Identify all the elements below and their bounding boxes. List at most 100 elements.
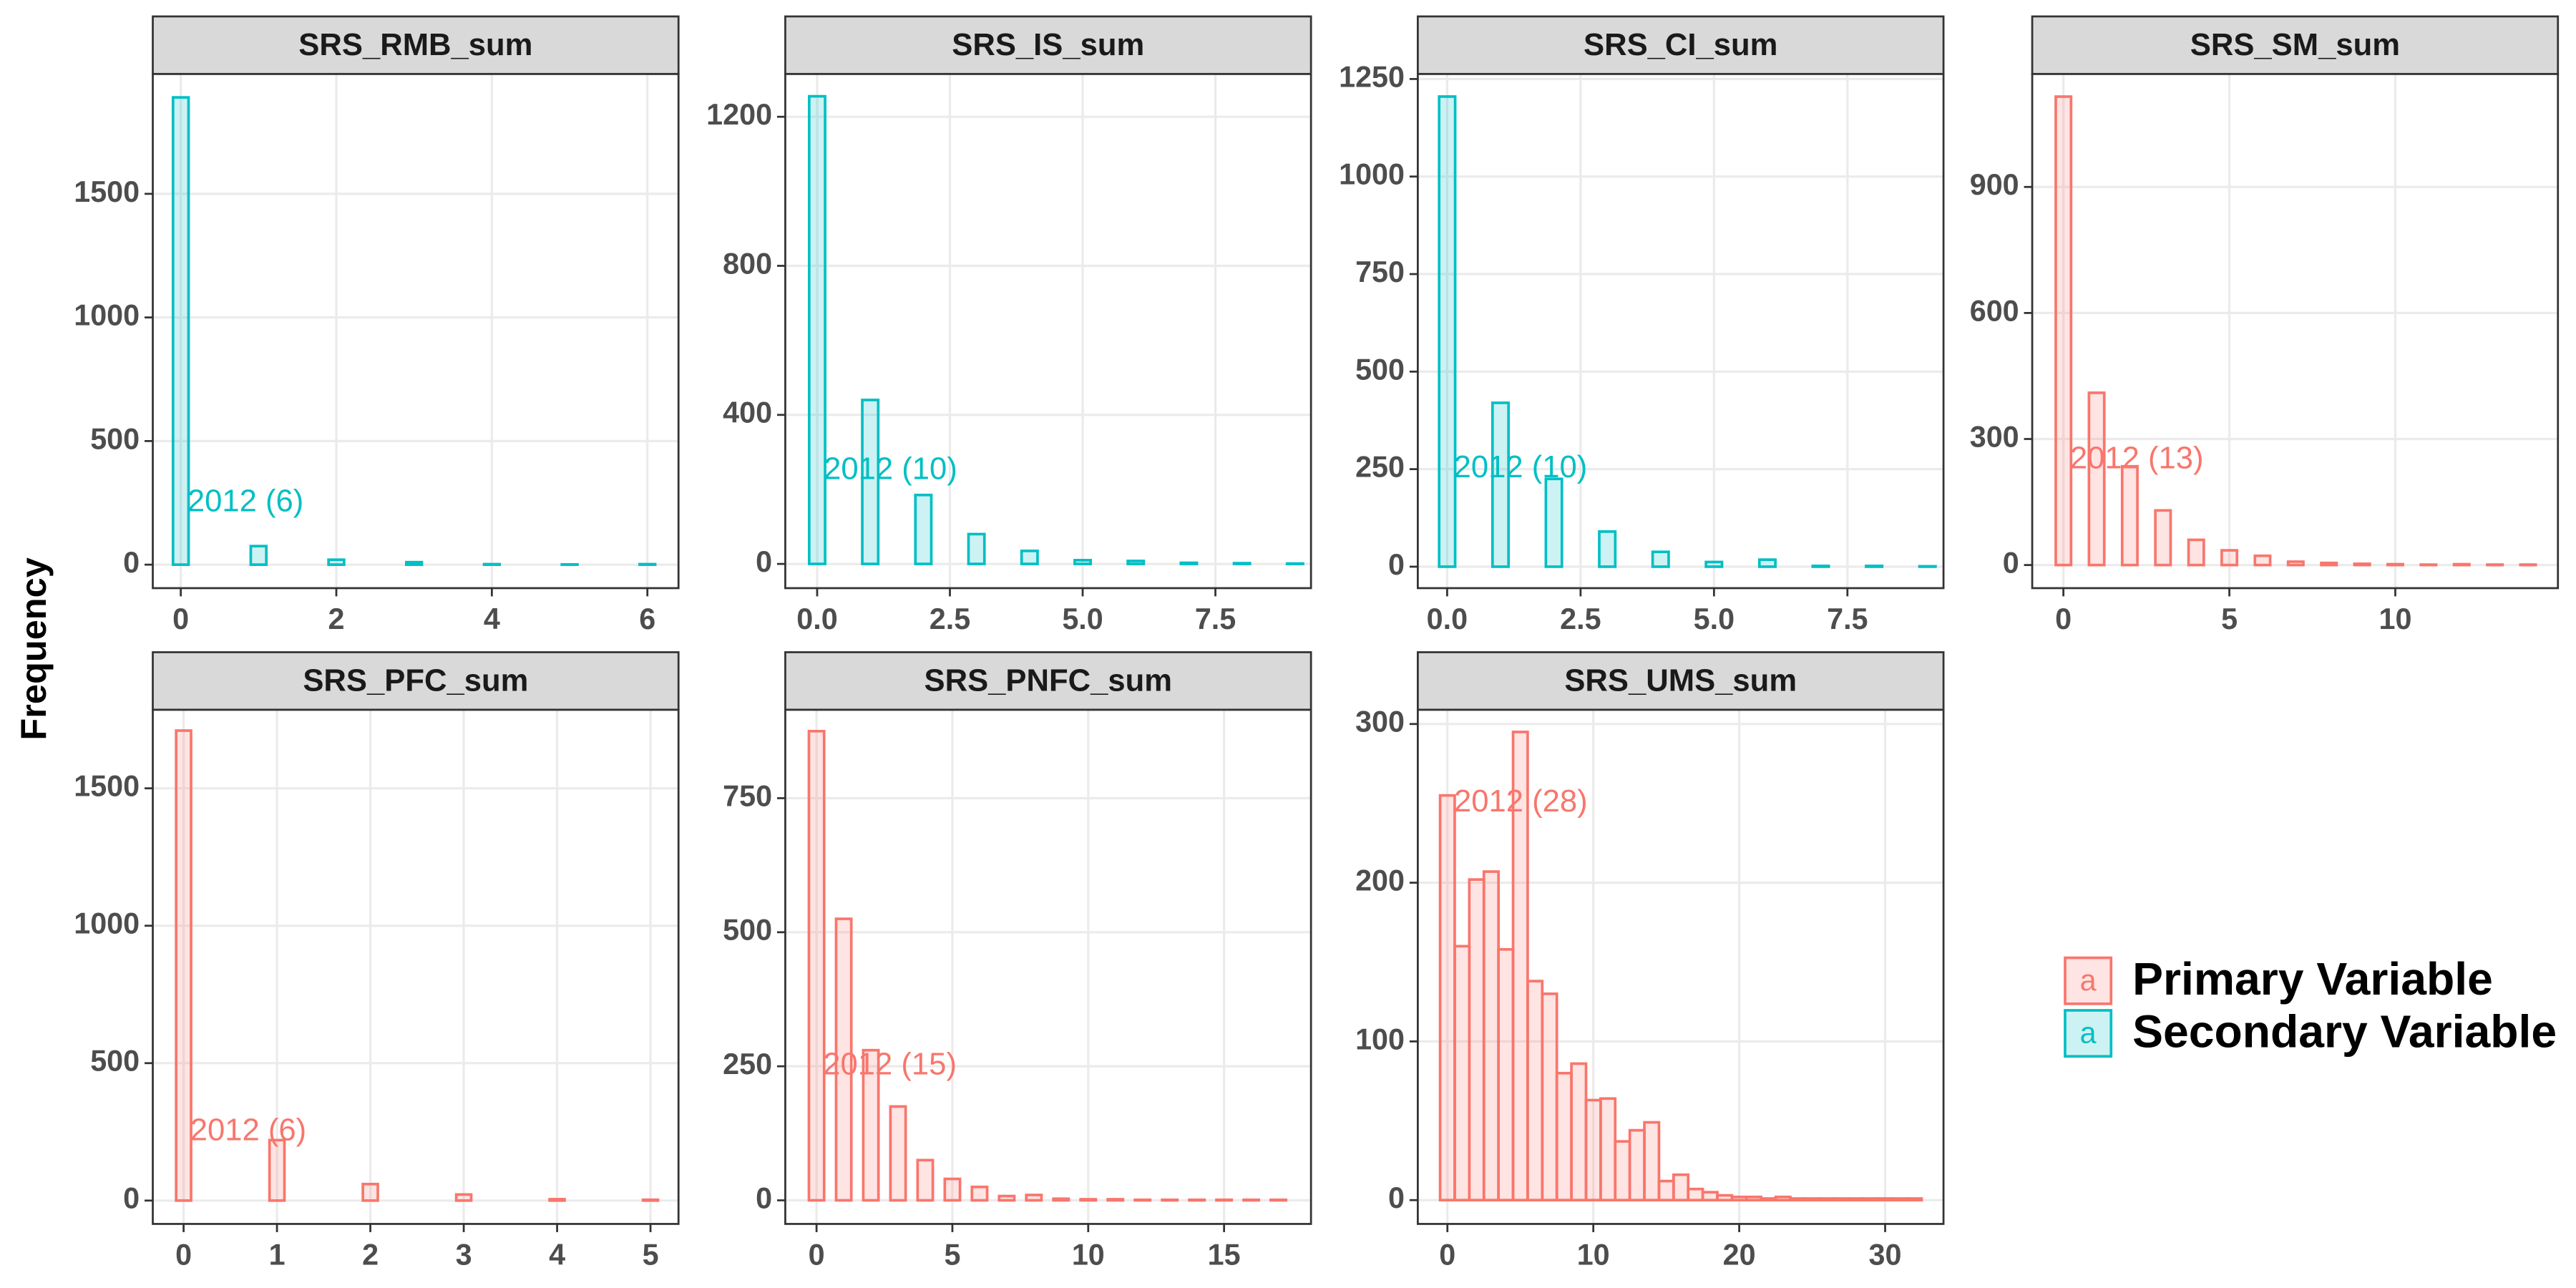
y-tick-label: 1200 xyxy=(706,98,772,131)
histogram-bar xyxy=(2286,560,2305,567)
histogram-bar xyxy=(1584,1098,1602,1202)
histogram-bar xyxy=(861,399,880,565)
y-axis-label: Frequency xyxy=(13,557,54,740)
histogram-bar xyxy=(914,493,933,565)
x-tick-label: 10 xyxy=(1577,1238,1610,1271)
histogram-bar xyxy=(1497,947,1515,1202)
y-tick-label: 200 xyxy=(1355,864,1405,897)
y-tick-label: 500 xyxy=(90,1045,140,1078)
histogram-bar xyxy=(2054,95,2073,567)
y-tick-label: 0 xyxy=(756,1181,772,1214)
x-tick-label: 6 xyxy=(639,602,655,635)
histogram-bar xyxy=(1628,1128,1646,1202)
y-tick-label: 300 xyxy=(1355,706,1405,738)
histogram-bar xyxy=(1526,980,1544,1202)
histogram-bar xyxy=(807,729,826,1202)
x-tick-label: 7.5 xyxy=(1827,602,1868,635)
panel-background xyxy=(1418,74,1944,588)
strip-title: SRS_PFC_sum xyxy=(303,663,528,698)
histogram-bar xyxy=(1599,1097,1617,1202)
histogram-bar xyxy=(1544,477,1563,568)
strip xyxy=(1417,651,1945,711)
x-tick-label: 4 xyxy=(484,602,500,635)
y-tick-label: 1250 xyxy=(1339,60,1405,93)
histogram-bar xyxy=(1188,1198,1206,1202)
x-tick-label: 0 xyxy=(2055,602,2072,635)
y-tick-label: 0 xyxy=(123,1182,140,1215)
histogram-bar xyxy=(641,1198,660,1202)
x-tick-label: 2.5 xyxy=(1560,602,1601,635)
legend-label: Secondary Variable xyxy=(2132,1005,2557,1057)
strip-title: SRS_IS_sum xyxy=(952,28,1144,62)
histogram-bar xyxy=(2220,549,2239,567)
y-tick-label: 500 xyxy=(723,914,772,947)
x-tick-label: 2 xyxy=(328,602,345,635)
y-tick-label: 750 xyxy=(1355,255,1405,288)
histogram-bar xyxy=(1906,1197,1923,1202)
x-tick-label: 5.0 xyxy=(1062,602,1103,635)
strip xyxy=(152,15,680,75)
histogram-bar xyxy=(1651,550,1670,568)
x-tick-label: 0 xyxy=(175,1238,192,1271)
x-tick-label: 0 xyxy=(1439,1238,1455,1271)
y-tick-label: 250 xyxy=(723,1048,772,1080)
histogram-bar xyxy=(1285,562,1304,565)
annotation: 2012 (28) xyxy=(1454,784,1588,819)
y-tick-label: 1000 xyxy=(74,299,140,332)
y-tick-label: 800 xyxy=(723,247,772,280)
histogram-bar xyxy=(1133,1198,1152,1202)
histogram-bar xyxy=(1789,1197,1807,1202)
annotation: 2012 (6) xyxy=(187,484,303,518)
histogram-bar xyxy=(2253,554,2272,567)
y-tick-label: 600 xyxy=(1970,294,2019,327)
histogram-bar xyxy=(2087,391,2106,567)
histogram-bar xyxy=(1511,731,1529,1202)
histogram-bar xyxy=(1025,1194,1043,1202)
panel-background xyxy=(1418,709,1944,1224)
histogram-bar xyxy=(2452,562,2471,567)
x-tick-label: 10 xyxy=(1072,1238,1105,1271)
panel-background xyxy=(2032,74,2558,588)
histogram-bar xyxy=(1614,1140,1631,1202)
histogram-bar xyxy=(997,1194,1016,1202)
histogram-bar xyxy=(1704,560,1724,568)
y-tick-label: 1000 xyxy=(1339,158,1405,191)
x-tick-label: 5 xyxy=(944,1238,960,1271)
x-tick-label: 20 xyxy=(1723,1238,1756,1271)
histogram-bar xyxy=(1876,1197,1894,1202)
histogram-bar xyxy=(1179,561,1199,565)
histogram-bar xyxy=(404,560,424,566)
histogram-bar xyxy=(889,1105,907,1202)
histogram-bar xyxy=(638,562,657,566)
y-tick-label: 500 xyxy=(90,422,140,455)
y-tick-label: 1500 xyxy=(74,175,140,208)
histogram-bar xyxy=(327,558,346,566)
histogram-bar xyxy=(2187,538,2205,567)
legend-key xyxy=(2064,956,2113,1005)
x-tick-label: 15 xyxy=(1208,1238,1241,1271)
y-tick-label: 250 xyxy=(1355,451,1405,484)
histogram-bar xyxy=(943,1177,962,1202)
y-tick-label: 400 xyxy=(723,396,772,429)
histogram-bar xyxy=(2386,562,2404,567)
x-tick-label: 1 xyxy=(269,1238,286,1271)
histogram-bar xyxy=(1672,1173,1690,1202)
histogram-bar xyxy=(2320,561,2338,567)
histogram-bar xyxy=(808,94,826,565)
histogram-bar xyxy=(1482,870,1500,1202)
histogram-bar xyxy=(1643,1121,1661,1202)
x-tick-label: 10 xyxy=(2379,602,2411,635)
histogram-bar xyxy=(1020,550,1039,565)
histogram-bar xyxy=(1438,794,1456,1202)
y-tick-label: 0 xyxy=(2003,547,2019,580)
strip xyxy=(1417,15,1945,75)
x-tick-label: 2 xyxy=(362,1238,379,1271)
histogram-bar xyxy=(1803,1197,1821,1202)
histogram-bar xyxy=(2353,562,2371,567)
histogram-bar xyxy=(1079,1198,1098,1202)
y-tick-label: 1000 xyxy=(74,907,140,940)
annotation: 2012 (6) xyxy=(190,1113,306,1147)
histogram-bar xyxy=(1890,1197,1908,1202)
histogram-bar xyxy=(1701,1191,1719,1202)
histogram-bar xyxy=(1730,1195,1748,1202)
